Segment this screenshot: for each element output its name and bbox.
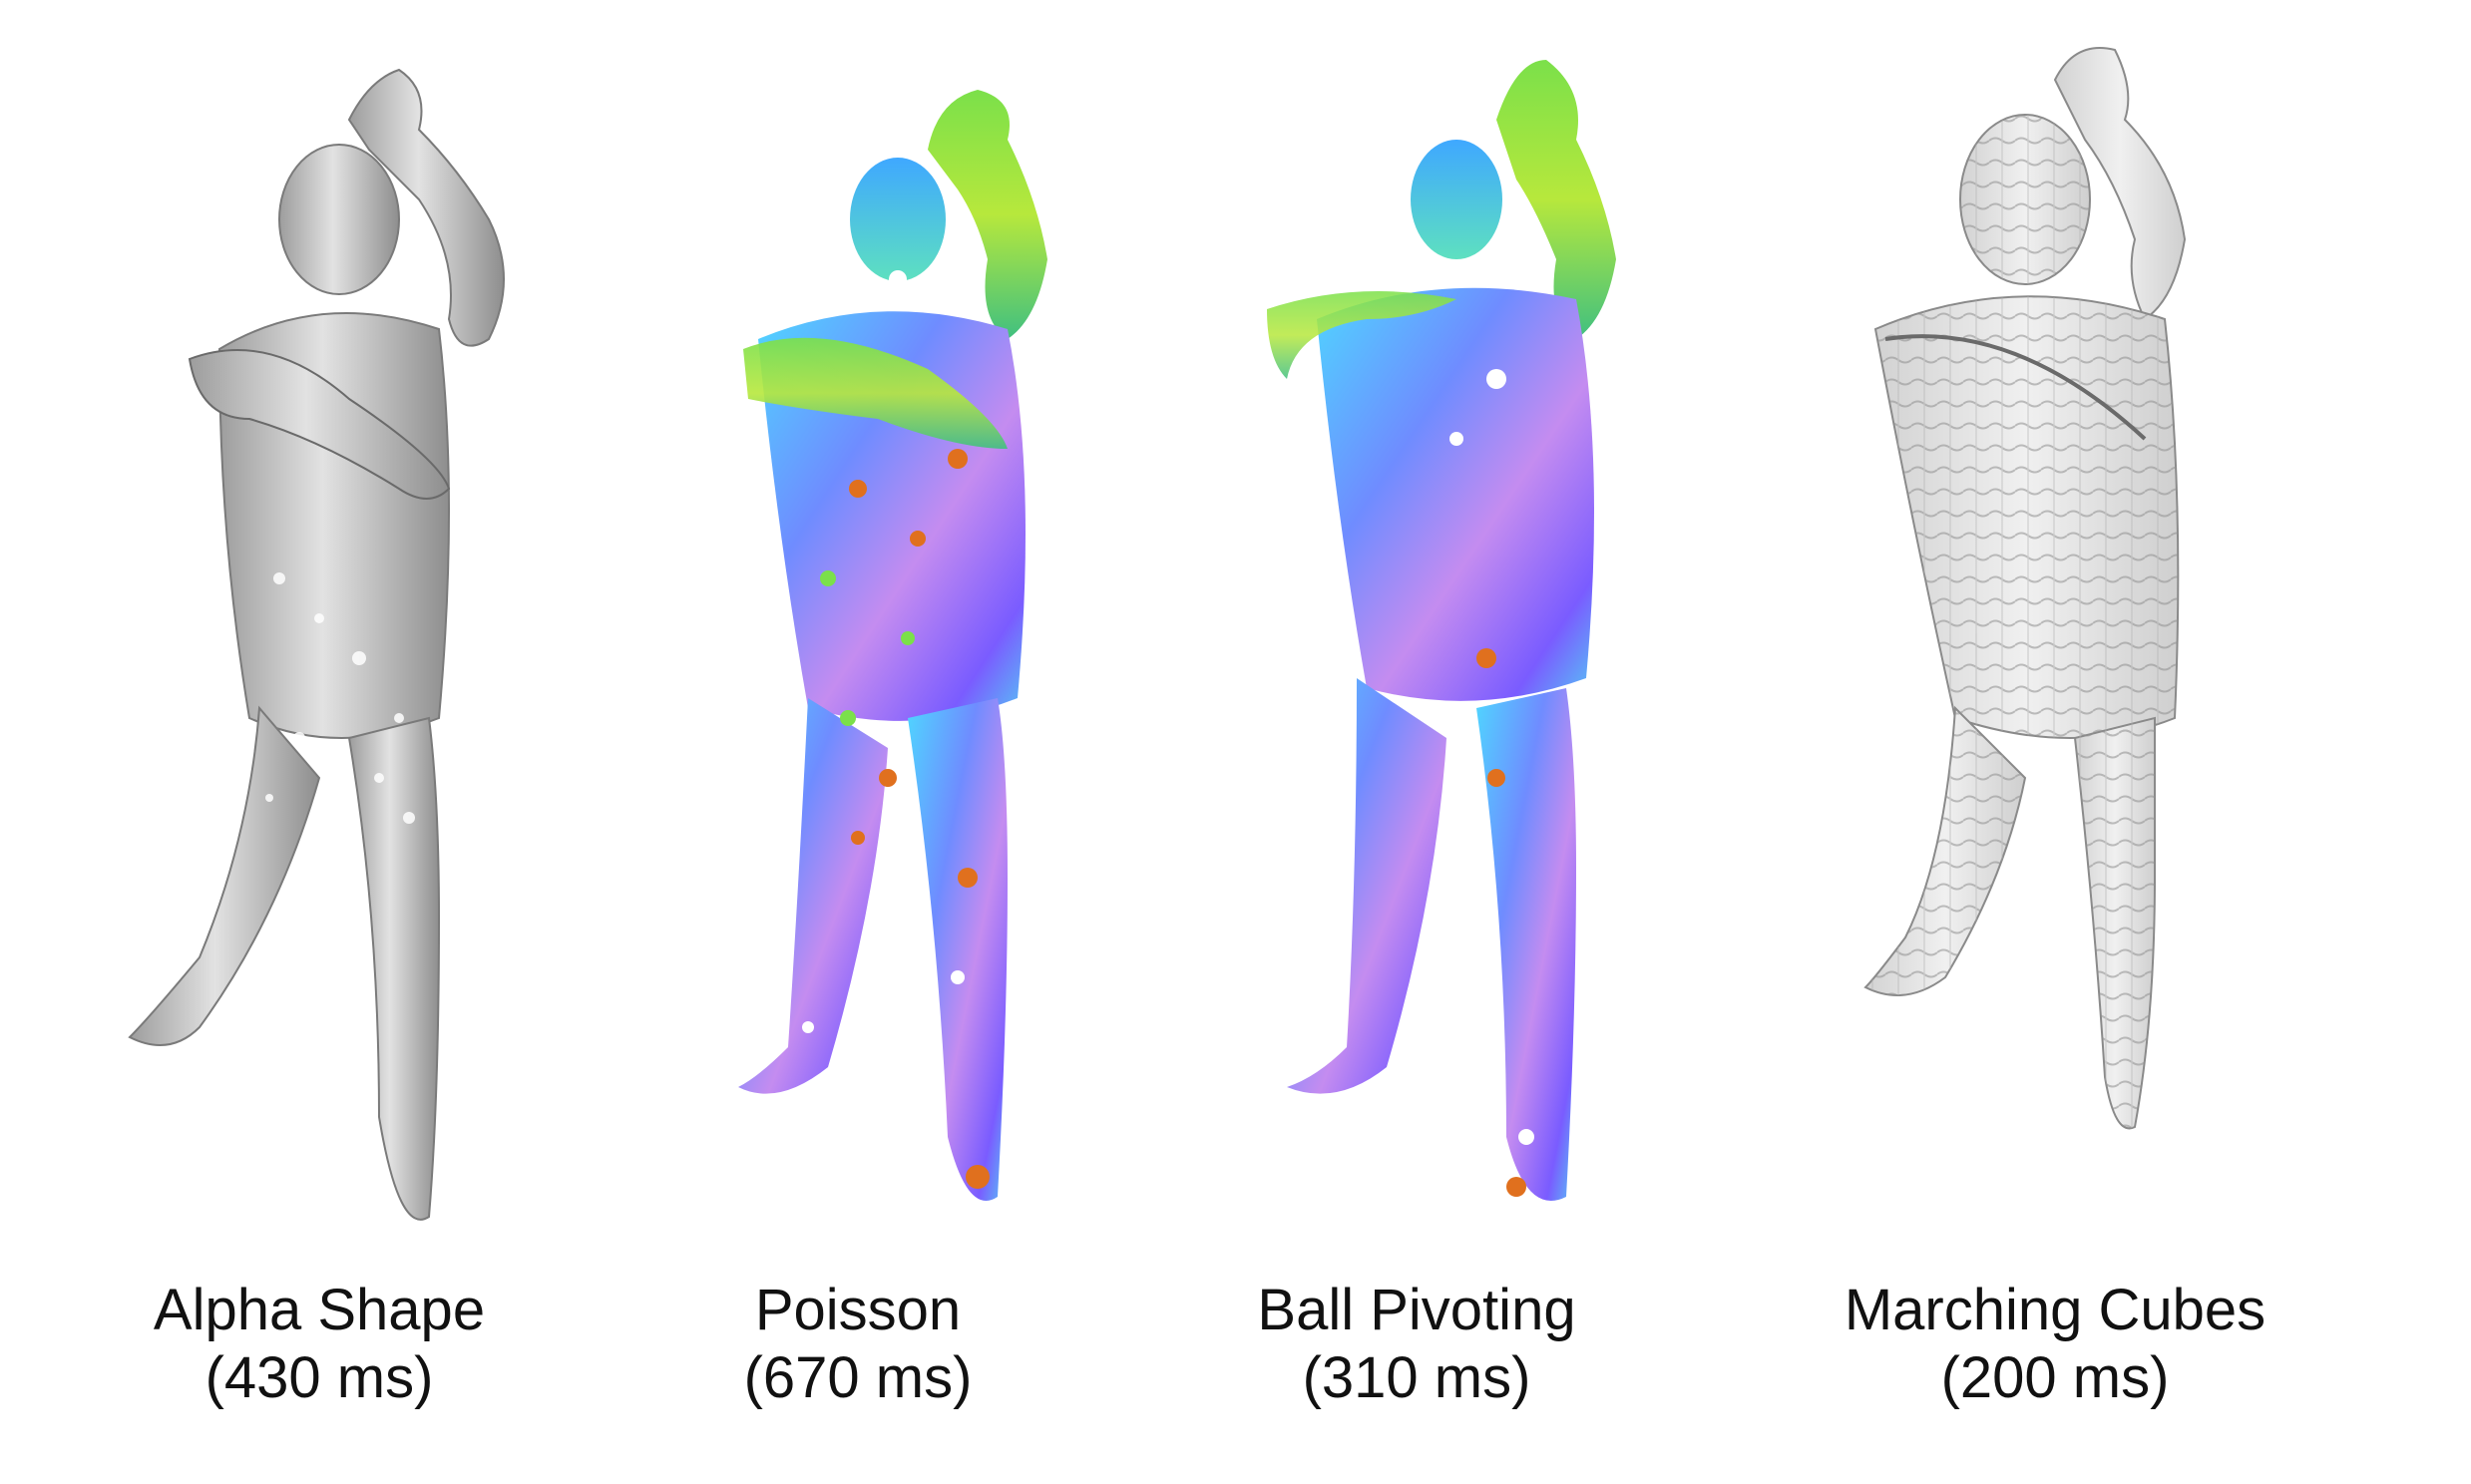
alpha-shape-mesh-image <box>20 20 618 1257</box>
caption-poisson: Poisson (670 ms) <box>559 1277 1157 1412</box>
poisson-mesh-image <box>559 20 1157 1257</box>
caption-ball-pivoting: Ball Pivoting (310 ms) <box>1117 1277 1716 1412</box>
panel-ball-pivoting: Ball Pivoting (310 ms) <box>1117 0 1716 1484</box>
time-label: (200 ms) <box>1940 1345 2170 1410</box>
time-label: (430 ms) <box>205 1345 434 1410</box>
ball-pivoting-mesh-image <box>1117 20 1716 1257</box>
panel-poisson: Poisson (670 ms) <box>559 0 1157 1484</box>
panel-alpha-shape: Alpha Shape (430 ms) <box>20 0 618 1484</box>
method-label: Alpha Shape <box>153 1278 486 1342</box>
method-label: Poisson <box>754 1278 962 1342</box>
panel-marching-cubes: Marching Cubes (200 ms) <box>1756 0 2354 1484</box>
method-label: Marching Cubes <box>1844 1278 2266 1342</box>
time-label: (670 ms) <box>743 1345 973 1410</box>
marching-cubes-mesh-image <box>1756 20 2354 1257</box>
caption-alpha-shape: Alpha Shape (430 ms) <box>20 1277 618 1412</box>
time-label: (310 ms) <box>1302 1345 1531 1410</box>
method-label: Ball Pivoting <box>1257 1278 1576 1342</box>
caption-marching-cubes: Marching Cubes (200 ms) <box>1756 1277 2354 1412</box>
